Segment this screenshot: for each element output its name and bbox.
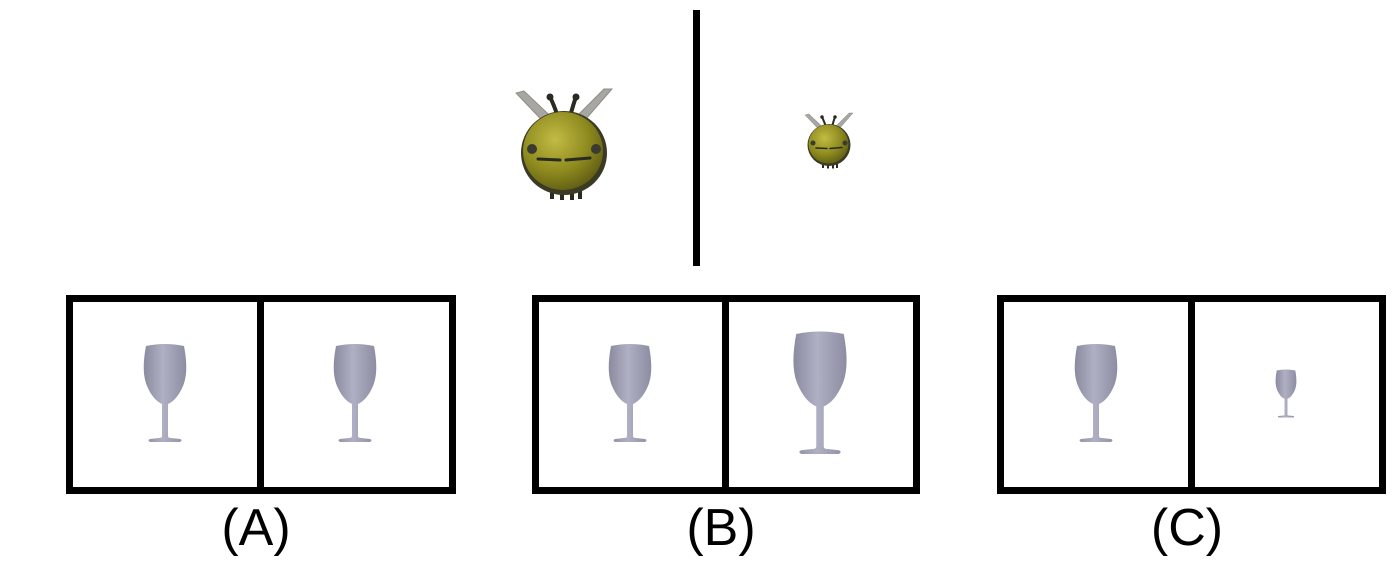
- option-divider: [257, 298, 264, 491]
- option-label-a[interactable]: (A): [221, 499, 291, 557]
- option-divider: [1188, 298, 1195, 491]
- option-b[interactable]: [532, 295, 920, 494]
- bee-icon: [804, 112, 854, 170]
- option-c[interactable]: [997, 295, 1386, 494]
- reference-pair: [514, 10, 854, 266]
- option-label-b[interactable]: (B): [686, 499, 756, 557]
- option-divider: [722, 298, 729, 491]
- reference-divider: [693, 10, 700, 266]
- option-a[interactable]: [66, 295, 456, 494]
- option-label-c[interactable]: (C): [1150, 499, 1224, 557]
- bee-icon: [514, 87, 614, 202]
